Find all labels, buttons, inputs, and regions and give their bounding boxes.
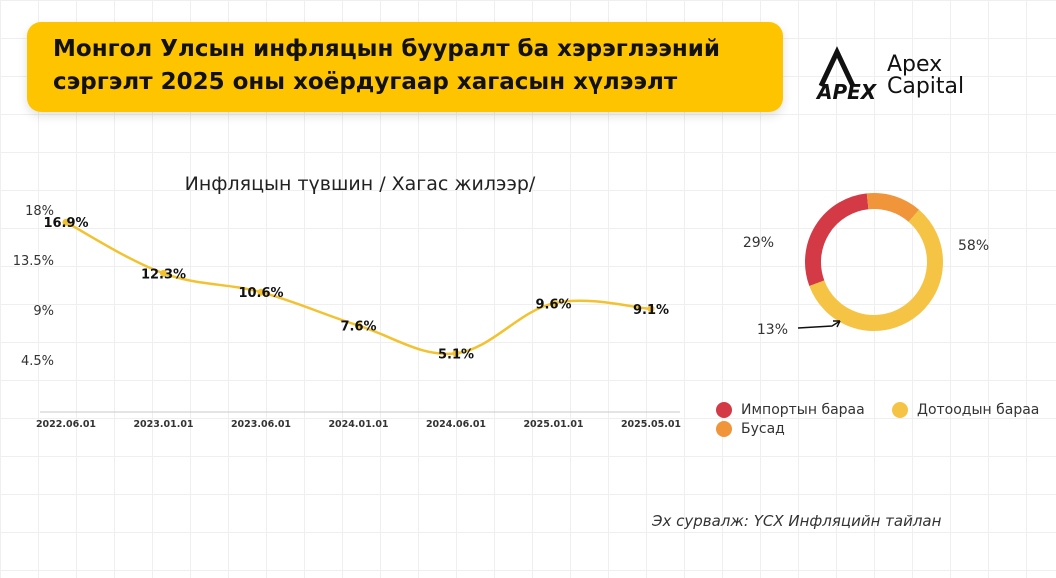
x-tick-label: 2025.05.01 [621,419,681,430]
donut-value-label: 29% [743,235,774,251]
donut-slice [809,209,943,331]
brand-name: Apex Capital [887,54,964,98]
donut-value-label: 58% [958,238,989,254]
data-point [355,322,362,330]
data-label: 12.3% [141,267,186,282]
donut-slice [805,193,869,287]
y-tick-label: 9% [33,304,54,319]
data-label: 7.6% [340,320,376,335]
x-tick-label: 2022.06.01 [36,419,96,430]
data-point [550,299,557,307]
legend-item-domestic: Дотоодын бараа [892,402,1039,418]
leader-arrow-head [833,320,841,328]
brand-logo: APEX Apex Capital [815,46,985,106]
x-tick-label: 2023.06.01 [231,419,291,430]
legend-dot-import [716,402,732,418]
x-tick-label: 2024.06.01 [426,419,486,430]
legend-dot-other [716,421,732,437]
y-tick-label: 4.5% [21,354,54,369]
data-point [257,288,265,296]
data-point [647,305,655,313]
leader-arrow [797,320,841,329]
x-tick-label: 2025.01.01 [523,419,583,430]
import-share-donut-chart: 29% 13% 58% [740,180,1030,350]
data-label: 10.6% [238,286,283,301]
legend-item-import: Импортын бараа [716,402,865,418]
y-tick-label: 13.5% [13,254,54,269]
line-chart-title: Инфляцын түвшин / Хагас жилээр/ [184,173,536,195]
data-point [452,349,460,357]
inflation-line-chart: 18% 13.5% 9% 4.5% 2022.06.01 2023.01.01 2023.0… [0,160,700,440]
title-line-2: сэргэлт 2025 оны хоёрдугаар хагасын хүлэ… [53,69,678,95]
legend-label-import: Импортын бараа [741,402,865,418]
title-line-1: Монгол Улсын инфляцын бууралт ба хэрэглэ… [53,36,720,62]
legend-dot-domestic [892,402,908,418]
legend-item-other: Бусад [716,421,785,437]
donut-value-label: 13% [757,322,788,338]
apex-logo-icon: APEX [815,46,885,102]
data-point [62,218,70,226]
legend-label-other: Бусад [741,421,785,437]
data-label: 9.6% [535,297,571,312]
data-label: 9.1% [633,303,669,318]
brand-name-line-1: Apex [887,52,943,77]
donut-legend: Импортын бараа Дотоодын бараа Бусад [716,400,1046,444]
donut-slice [866,193,920,223]
brand-name-line-2: Capital [887,74,965,99]
data-point [160,269,167,277]
legend-label-domestic: Дотоодын бараа [917,402,1040,418]
x-tick-label: 2023.01.01 [133,419,193,430]
y-tick-label: 18% [25,204,54,219]
data-label: 5.1% [438,347,474,362]
x-tick-label: 2024.01.01 [328,419,388,430]
source-note: Эх сурвалж: ҮСХ Инфляцийн тайлан [652,512,942,530]
title-banner: Монгол Улсын инфляцын бууралт ба хэрэглэ… [27,22,783,112]
data-label: 16.9% [43,216,88,231]
svg-text:APEX: APEX [815,80,878,102]
